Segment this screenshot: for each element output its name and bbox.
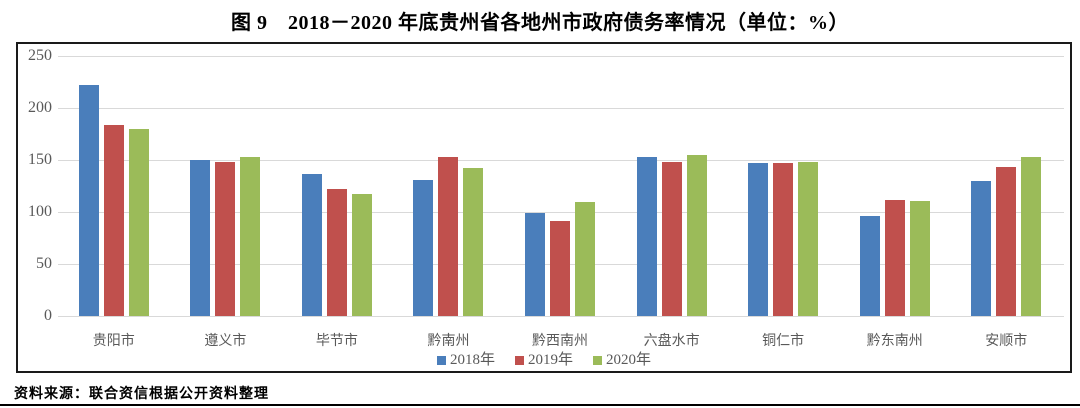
legend-swatch-icon <box>436 356 446 365</box>
gridline-150 <box>58 160 1064 161</box>
bar-2018年-黔南州 <box>413 179 434 316</box>
bar-2020年-六盘水市 <box>686 154 707 316</box>
gridline-0 <box>58 316 1064 317</box>
x-axis-category-label: 六盘水市 <box>643 332 700 348</box>
x-axis-category-label: 遵义市 <box>204 332 247 348</box>
bar-group-4 <box>393 56 505 316</box>
bar-2020年-遵义市 <box>240 156 261 316</box>
x-axis-category-label: 贵阳市 <box>92 332 135 348</box>
x-axis-category-label: 黔东南州 <box>866 332 923 348</box>
legend-swatch-icon <box>514 356 524 365</box>
x-axis-category-label: 铜仁市 <box>762 332 805 348</box>
x-axis-category-label: 毕节市 <box>315 332 358 348</box>
chart-title: 图 9 2018－2020 年底贵州省各地州市政府债务率情况（单位：%） <box>231 12 849 34</box>
y-axis-tick-label: 50 <box>36 255 52 272</box>
bar-2018年-六盘水市 <box>636 156 657 316</box>
bar-2018年-贵阳市 <box>78 85 99 316</box>
bar-2020年-黔南州 <box>463 168 484 316</box>
y-axis-tick-label: 250 <box>28 47 52 64</box>
bar-2019年-安顺市 <box>996 167 1017 316</box>
legend-item-2020年: 2020年 <box>593 353 651 368</box>
bar-2018年-遵义市 <box>190 160 211 316</box>
bar-2018年-黔西南州 <box>525 213 546 316</box>
bars-region <box>58 56 1062 316</box>
bar-2018年-毕节市 <box>301 173 322 316</box>
bar-group-9 <box>951 56 1063 316</box>
bar-2020年-安顺市 <box>1021 156 1042 316</box>
bar-2018年-安顺市 <box>971 180 992 316</box>
bar-2019年-黔西南州 <box>550 221 571 316</box>
y-axis-tick-label: 0 <box>44 307 52 324</box>
bar-group-3 <box>281 56 393 316</box>
bar-2019年-毕节市 <box>326 189 347 316</box>
legend-item-2018年: 2018年 <box>436 352 495 368</box>
legend-label: 2018年 <box>449 352 495 368</box>
bar-2020年-毕节市 <box>351 194 372 316</box>
chart-frame: 250 200 150 100 50 0 贵阳市 遵义市 毕节市 黔南州 黔西南州 六盘水市 铜仁市 黔… <box>16 42 1072 373</box>
legend-label: 2020年 <box>606 352 652 368</box>
x-axis-category-label: 黔西南州 <box>532 332 589 348</box>
bar-2020年-黔西南州 <box>575 201 596 316</box>
bar-group-5 <box>504 56 616 316</box>
x-axis-labels: 贵阳市 遵义市 毕节市 黔南州 黔西南州 六盘水市 铜仁市 黔东南州 安顺市 <box>58 330 1062 350</box>
bar-2020年-黔东南州 <box>909 200 930 316</box>
legend-item-2019年: 2019年 <box>514 352 573 368</box>
legend-label: 2019年 <box>527 352 573 368</box>
bar-2020年-贵阳市 <box>128 128 149 316</box>
bar-2019年-贵阳市 <box>103 124 124 316</box>
chart-legend: 2018年 2019年 2020年 <box>18 353 1070 368</box>
x-axis-category-label: 黔南州 <box>427 332 470 348</box>
bar-2019年-六盘水市 <box>661 162 682 316</box>
bar-2018年-黔东南州 <box>859 216 880 316</box>
bar-2019年-遵义市 <box>215 162 236 316</box>
bar-2019年-铜仁市 <box>773 163 794 316</box>
bar-2019年-黔东南州 <box>884 199 905 316</box>
source-note: 资料来源：联合资信根据公开资料整理 <box>14 387 269 402</box>
bar-2018年-铜仁市 <box>748 163 769 316</box>
gridline-250 <box>58 56 1064 57</box>
bar-2020年-铜仁市 <box>798 162 819 316</box>
bar-group-6 <box>616 56 728 316</box>
legend-swatch-icon <box>593 356 602 365</box>
gridline-200 <box>58 108 1064 109</box>
bar-2019年-黔南州 <box>438 156 459 316</box>
y-axis-tick-label: 200 <box>28 99 52 116</box>
bottom-rule <box>0 404 1080 406</box>
bar-group-2 <box>170 56 282 316</box>
bar-group-7 <box>727 56 839 316</box>
x-axis-category-label: 安顺市 <box>985 332 1028 348</box>
bar-group-1 <box>58 56 170 316</box>
y-axis-tick-label: 100 <box>28 203 52 220</box>
y-axis-tick-label: 150 <box>28 151 52 168</box>
gridline-100 <box>58 212 1064 213</box>
bar-group-8 <box>839 56 951 316</box>
